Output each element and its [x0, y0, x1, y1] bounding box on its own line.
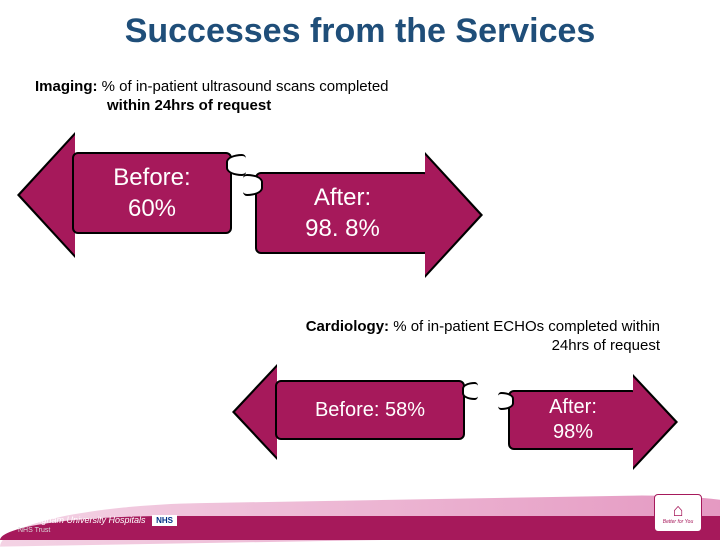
- house-icon: ⌂: [673, 501, 684, 519]
- footer-right-logo: ⌂ Better for You: [654, 494, 702, 532]
- section1-line2: within 24hrs of request: [35, 97, 415, 116]
- footer-right-tag: Better for You: [663, 519, 693, 525]
- slide-title: Successes from the Services: [0, 0, 720, 51]
- section2-after-arrow: After: 98%: [500, 372, 710, 472]
- before-label-1: Before:: [113, 162, 190, 193]
- after-label-2: After:: [549, 395, 597, 420]
- before-label-2: Before: 58%: [315, 398, 425, 423]
- section1-after-arrow: After: 98. 8%: [245, 150, 500, 280]
- section2-line2: 24hrs of request: [552, 337, 660, 354]
- footer-swoosh: Nottingham University Hospitals NHS NHS …: [0, 480, 720, 540]
- section1-rest: % of in-patient ultrasound scans complet…: [98, 78, 389, 95]
- footer-trust: NHS Trust: [18, 527, 177, 534]
- section2-label: Cardiology: % of in-patient ECHOs comple…: [240, 318, 660, 356]
- before-value-1: 60%: [128, 193, 176, 224]
- section2-before-arrow: Before: 58%: [235, 362, 490, 462]
- section1-before-arrow: Before: 60%: [20, 130, 250, 260]
- section2-bold: Cardiology:: [306, 318, 389, 335]
- section1-bold: Imaging:: [35, 78, 98, 95]
- after-value-1: 98. 8%: [305, 213, 380, 244]
- section1-label: Imaging: % of in-patient ultrasound scan…: [35, 78, 415, 116]
- footer-left-logo: Nottingham University Hospitals NHS NHS …: [18, 515, 177, 534]
- section2-rest: % of in-patient ECHOs completed within: [389, 318, 660, 335]
- after-label-1: After:: [314, 182, 371, 213]
- footer-org: Nottingham University Hospitals: [18, 515, 146, 525]
- after-value-2: 98%: [553, 420, 593, 445]
- nhs-badge: NHS: [152, 515, 177, 526]
